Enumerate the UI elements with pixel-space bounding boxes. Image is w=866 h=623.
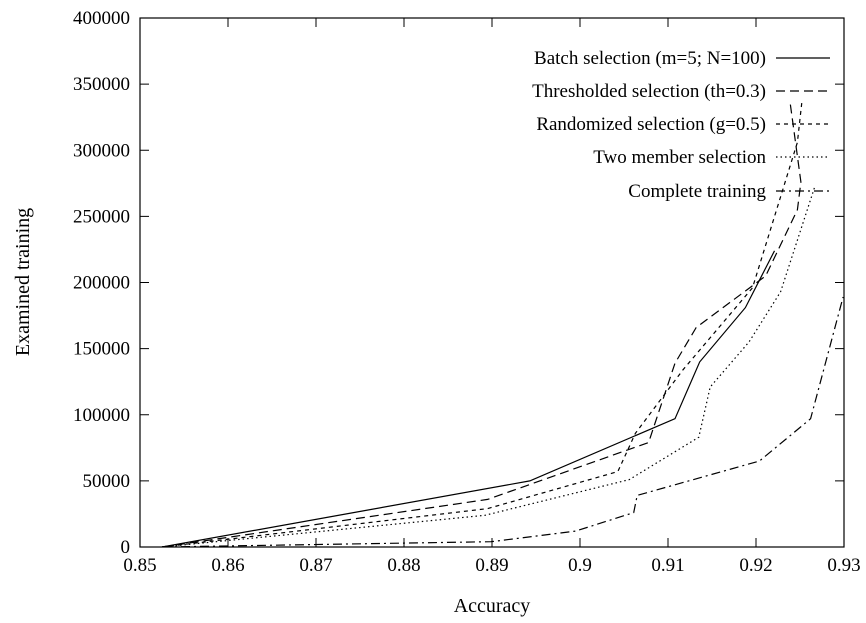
y-tick-label: 150000 [73,339,130,360]
y-tick-label: 50000 [83,471,131,492]
x-tick-label: 0.9 [568,555,592,576]
y-tick-label: 100000 [73,405,130,426]
series-line-1 [161,250,776,547]
x-tick-label: 0.88 [387,555,420,576]
y-tick-label: 400000 [73,8,130,29]
y-tick-label: 250000 [73,206,130,227]
legend-label: Batch selection (m=5; N=100) [534,48,766,69]
legend-label: Two member selection [593,147,766,168]
x-tick-label: 0.93 [827,555,860,576]
x-tick-label: 0.91 [651,555,684,576]
y-axis: 0 50000 100000 150000 200000 250000 300000 3500… [73,8,844,558]
x-axis: 0.85 0.86 0.87 0.88 0.89 0.9 0.91 0.92 0.93 [123,18,861,576]
y-tick-label: 200000 [73,273,130,294]
x-tick-label: 0.85 [123,555,156,576]
series-line-2 [161,103,802,547]
series-layer [161,102,844,547]
x-tick-label: 0.86 [211,555,244,576]
y-axis-title: Examined training [12,208,34,356]
legend-label: Randomized selection (g=0.5) [536,114,766,135]
y-tick-label: 0 [121,537,131,558]
legend: Batch selection (m=5; N=100) Thresholded … [532,48,830,202]
x-axis-title: Accuracy [454,595,531,617]
series-line-5 [161,296,844,547]
x-tick-label: 0.89 [475,555,508,576]
x-tick-label: 0.87 [299,555,332,576]
y-tick-label: 300000 [73,140,130,161]
y-tick-label: 350000 [73,74,130,95]
legend-label: Complete training [628,181,766,202]
series-line-3 [161,102,803,547]
series-line-4 [161,185,816,547]
x-tick-label: 0.92 [739,555,772,576]
legend-label: Thresholded selection (th=0.3) [532,81,766,102]
